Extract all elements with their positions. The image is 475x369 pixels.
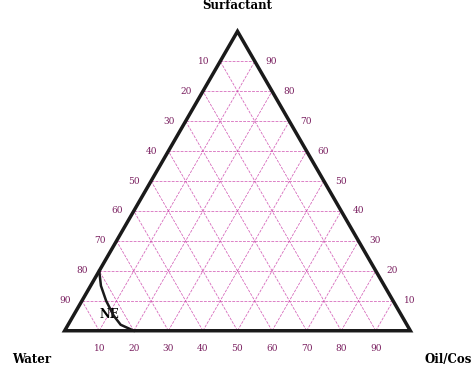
- Text: NE: NE: [99, 308, 119, 321]
- Text: 80: 80: [76, 266, 88, 275]
- Text: 40: 40: [352, 207, 364, 215]
- Text: 10: 10: [94, 344, 105, 353]
- Text: 90: 90: [266, 57, 277, 66]
- Text: 90: 90: [59, 296, 71, 305]
- Text: 20: 20: [128, 344, 140, 353]
- Text: Water: Water: [12, 353, 51, 366]
- Text: 50: 50: [232, 344, 243, 353]
- Text: 20: 20: [387, 266, 398, 275]
- Text: Surfactant: Surfactant: [202, 0, 273, 12]
- Text: 90: 90: [370, 344, 381, 353]
- Text: 10: 10: [198, 57, 209, 66]
- Text: 30: 30: [162, 344, 174, 353]
- Text: 80: 80: [335, 344, 347, 353]
- Text: 60: 60: [111, 207, 123, 215]
- Text: 70: 70: [94, 237, 105, 245]
- Text: 40: 40: [197, 344, 209, 353]
- Text: 30: 30: [370, 237, 381, 245]
- Text: 30: 30: [163, 117, 175, 126]
- Text: 60: 60: [266, 344, 278, 353]
- Text: Oil/Cos: Oil/Cos: [424, 353, 472, 366]
- Text: 50: 50: [128, 176, 140, 186]
- Text: 80: 80: [283, 87, 294, 96]
- Text: 60: 60: [318, 146, 329, 156]
- Text: 70: 70: [300, 117, 312, 126]
- Text: 70: 70: [301, 344, 313, 353]
- Text: 20: 20: [180, 87, 192, 96]
- Text: 10: 10: [404, 296, 416, 305]
- Text: 50: 50: [335, 176, 347, 186]
- Text: 40: 40: [146, 146, 157, 156]
